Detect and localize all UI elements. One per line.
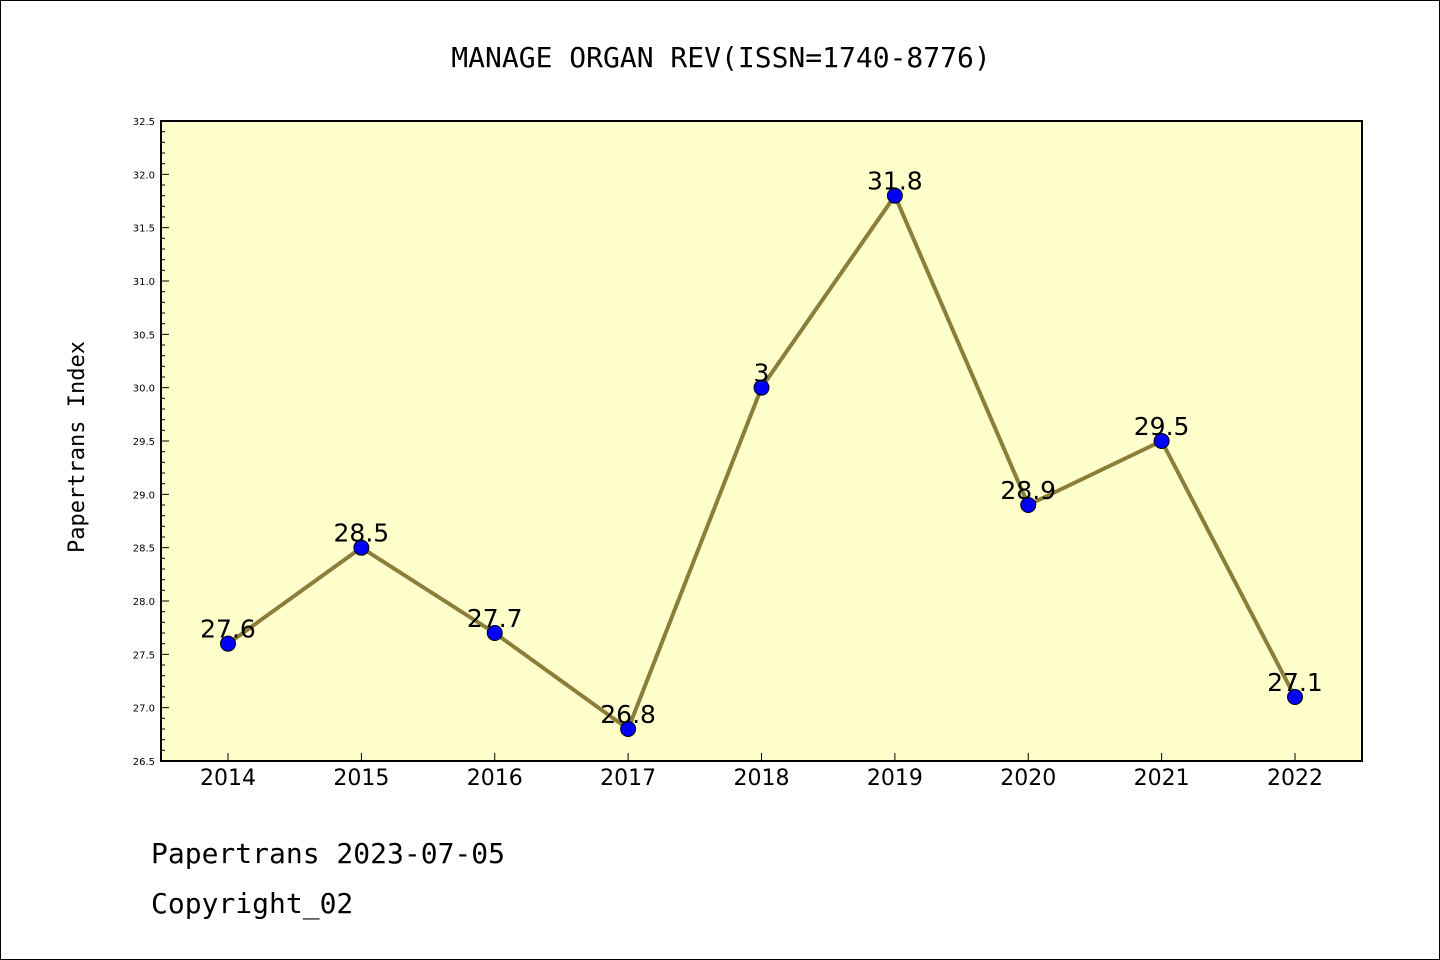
data-label: 27.7: [467, 604, 523, 633]
data-point-marker: [1020, 497, 1037, 513]
data-label: 26.8: [600, 700, 656, 729]
y-tick-label: 26.5: [133, 757, 155, 768]
x-tick-label: 2022: [1267, 766, 1323, 791]
footer-date-text: Papertrans 2023-07-05: [151, 837, 506, 870]
y-tick-label: 30.0: [133, 384, 155, 395]
y-tick-label: 29.5: [133, 437, 155, 448]
x-tick-label: 2018: [734, 766, 790, 791]
data-label: 27.6: [200, 615, 256, 644]
series-papertrans-index: 27.6 28.5 27.7 26.8 3 31.8 28.9 29.5 27.1: [200, 167, 1323, 737]
data-label: 31.8: [867, 167, 923, 196]
x-axis: 2014 2015 2016 2017 2018 2019 2020 2021 2022: [200, 753, 1323, 791]
y-tick-label: 32.5: [133, 117, 155, 128]
x-tick-label: 2017: [600, 766, 656, 791]
plot-frame: [160, 120, 1363, 762]
data-point-marker: [620, 721, 637, 737]
x-tick-label: 2014: [200, 766, 256, 791]
y-tick-label: 27.0: [133, 704, 155, 715]
data-label: 27.1: [1267, 668, 1323, 697]
chart-title: MANAGE ORGAN REV(ISSN=1740-8776): [451, 41, 990, 74]
y-tick-label: 29.0: [133, 490, 155, 501]
x-tick-label: 2016: [467, 766, 523, 791]
x-tick-label: 2020: [1000, 766, 1056, 791]
y-tick-label: 28.0: [133, 597, 155, 608]
y-axis-label: Papertrans Index: [65, 341, 90, 553]
y-tick-label: 28.5: [133, 544, 155, 555]
data-point-marker: [353, 539, 370, 556]
data-point-marker: [486, 625, 503, 641]
data-point-marker: [753, 379, 770, 396]
data-label: 3: [754, 359, 770, 388]
data-point-marker: [1287, 689, 1303, 705]
y-tick-label: 30.5: [133, 330, 155, 341]
x-tick-label: 2021: [1134, 766, 1190, 791]
y-tick-label: 31.5: [133, 224, 155, 235]
y-tick-label: 31.0: [133, 277, 155, 288]
data-point-marker: [220, 635, 236, 652]
data-label: 28.9: [1000, 476, 1056, 505]
x-tick-label: 2015: [333, 766, 389, 791]
x-tick-label: 2019: [867, 766, 923, 791]
data-label: 29.5: [1134, 412, 1190, 441]
plot-area: [161, 121, 1362, 761]
footer-copyright-text: Copyright_02: [151, 887, 354, 920]
data-point-marker: [886, 187, 903, 204]
data-label: 28.5: [334, 519, 390, 548]
y-tick-label: 32.0: [133, 170, 155, 181]
data-point-marker: [1153, 433, 1170, 449]
y-tick-label: 27.5: [133, 650, 155, 661]
